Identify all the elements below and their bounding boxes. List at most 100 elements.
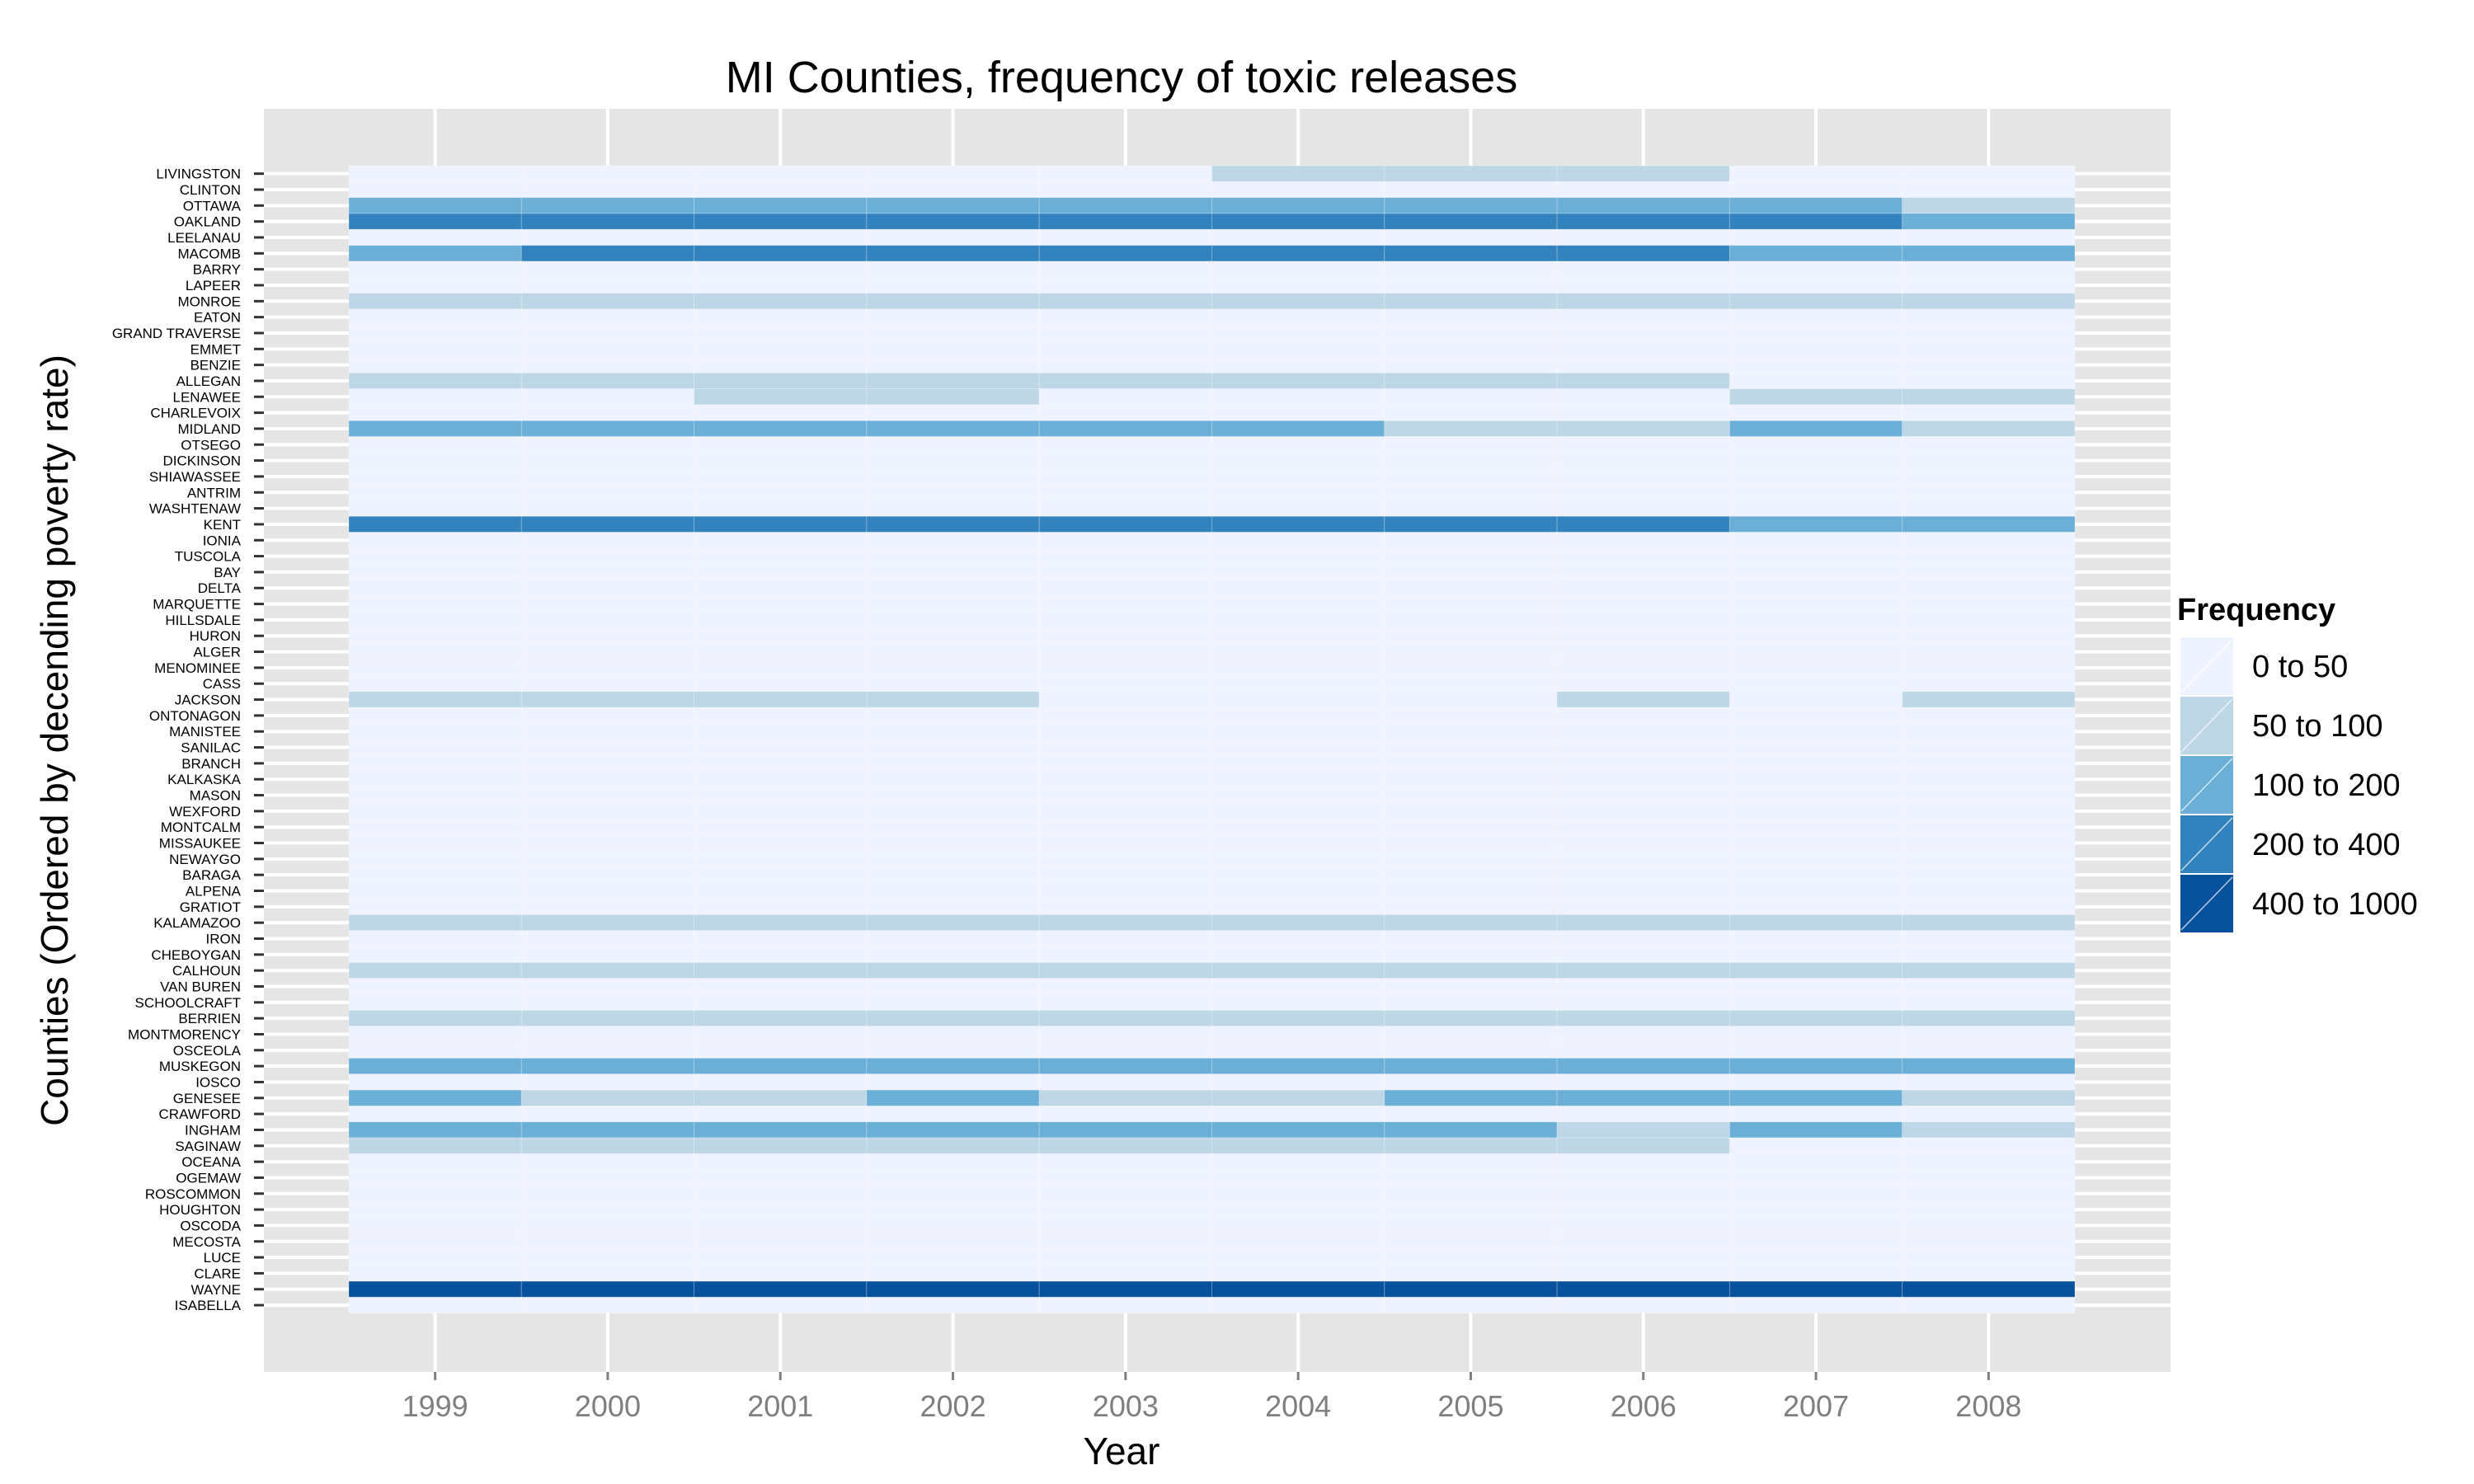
heatmap-tile bbox=[1384, 404, 1558, 421]
heatmap-tile bbox=[866, 611, 1040, 629]
heatmap-tile bbox=[520, 802, 695, 820]
x-tick-label: 2002 bbox=[920, 1389, 986, 1423]
heatmap-tile bbox=[694, 1185, 868, 1202]
heatmap-tile bbox=[1384, 197, 1558, 214]
heatmap-tile bbox=[1038, 1265, 1212, 1282]
heatmap-tile bbox=[1211, 420, 1385, 438]
legend-key-slash bbox=[2180, 817, 2233, 871]
x-tick-label: 2008 bbox=[1955, 1389, 2021, 1423]
heatmap-tile bbox=[1556, 962, 1730, 979]
y-tick-label: OTTAWA bbox=[183, 198, 242, 214]
heatmap-tile bbox=[348, 308, 522, 326]
heatmap-tile bbox=[866, 1185, 1040, 1202]
heatmap-tile bbox=[694, 611, 868, 629]
heatmap-tile bbox=[1729, 165, 1903, 182]
heatmap-tile bbox=[1038, 1073, 1212, 1091]
heatmap-tile bbox=[866, 1217, 1040, 1234]
heatmap-tile bbox=[1556, 1026, 1730, 1043]
heatmap-tile bbox=[348, 1137, 522, 1154]
y-tick-label: SAGINAW bbox=[175, 1139, 241, 1154]
heatmap-tile bbox=[348, 436, 522, 453]
heatmap-tile bbox=[866, 691, 1040, 708]
heatmap-tile bbox=[520, 978, 695, 995]
heatmap-tile bbox=[866, 547, 1040, 565]
y-tick-label: ALGER bbox=[193, 645, 241, 660]
heatmap-tile bbox=[1556, 165, 1730, 182]
heatmap-tile bbox=[348, 802, 522, 820]
heatmap-tile bbox=[520, 1248, 695, 1266]
heatmap-tile bbox=[694, 866, 868, 884]
heatmap-tile bbox=[1729, 1280, 1903, 1298]
heatmap-tile bbox=[1384, 675, 1558, 693]
heatmap-tile bbox=[520, 228, 695, 247]
heatmap-tile bbox=[694, 515, 868, 533]
legend-key-slash bbox=[2180, 758, 2233, 812]
y-tick-label: MANISTEE bbox=[169, 724, 241, 740]
legend-key bbox=[2179, 873, 2235, 934]
heatmap-tile bbox=[1729, 1217, 1903, 1234]
heatmap-tile bbox=[866, 978, 1040, 995]
heatmap-tile bbox=[348, 276, 522, 294]
heatmap-tile bbox=[1556, 436, 1730, 453]
heatmap-tile bbox=[1384, 1009, 1558, 1027]
heatmap-tile bbox=[1211, 802, 1385, 820]
heatmap-tile bbox=[866, 181, 1040, 199]
heatmap-tile bbox=[1729, 1185, 1903, 1202]
heatmap-tile bbox=[520, 882, 695, 899]
heatmap-tile bbox=[348, 707, 522, 725]
heatmap-tile bbox=[348, 1041, 522, 1059]
y-tick-label: EMMET bbox=[190, 341, 241, 357]
heatmap-tile bbox=[348, 946, 522, 964]
heatmap-tile bbox=[520, 420, 695, 438]
heatmap-tile bbox=[1038, 771, 1212, 788]
y-tick-label: ALLEGAN bbox=[176, 373, 241, 389]
heatmap-tile bbox=[694, 691, 868, 708]
heatmap-tile bbox=[348, 1169, 522, 1186]
heatmap-tile bbox=[1902, 1248, 2076, 1266]
heatmap-tile bbox=[1038, 563, 1212, 581]
heatmap-tile bbox=[1384, 213, 1558, 230]
heatmap-tile bbox=[520, 245, 695, 262]
y-tick-label: SANILAC bbox=[181, 740, 241, 756]
heatmap-tile bbox=[694, 1265, 868, 1282]
heatmap-tile bbox=[866, 834, 1040, 852]
heatmap-tile bbox=[1729, 659, 1903, 677]
heatmap-tile bbox=[520, 515, 695, 533]
heatmap-tile bbox=[1384, 276, 1558, 294]
heatmap-tile bbox=[1729, 1153, 1903, 1171]
heatmap-tile bbox=[1729, 1026, 1903, 1043]
heatmap-tile bbox=[1384, 1089, 1558, 1106]
heatmap-tile bbox=[520, 580, 695, 597]
heatmap-tile bbox=[1729, 850, 1903, 868]
heatmap-tile bbox=[1038, 580, 1212, 597]
heatmap-tile bbox=[1384, 691, 1558, 708]
heatmap-tile bbox=[1038, 1137, 1212, 1154]
heatmap-tile bbox=[1729, 515, 1903, 533]
legend-label: 100 to 200 bbox=[2252, 768, 2401, 803]
heatmap-tile bbox=[694, 819, 868, 836]
heatmap-tile bbox=[1729, 930, 1903, 947]
heatmap-tile bbox=[348, 1153, 522, 1171]
heatmap-tiles bbox=[348, 165, 2076, 1314]
heatmap-tile bbox=[1211, 611, 1385, 629]
heatmap-tile bbox=[1211, 739, 1385, 756]
heatmap-tile bbox=[1384, 340, 1558, 358]
heatmap-tile bbox=[1729, 611, 1903, 629]
heatmap-tile bbox=[1384, 882, 1558, 899]
heatmap-tile bbox=[694, 245, 868, 262]
heatmap-tile bbox=[1556, 723, 1730, 740]
heatmap-tile bbox=[1556, 1137, 1730, 1154]
y-axis-label: Counties (Ordered by decending poverty r… bbox=[33, 355, 76, 1126]
heatmap-tile bbox=[1211, 484, 1385, 501]
heatmap-tile bbox=[1902, 627, 2076, 645]
heatmap-tile bbox=[520, 1169, 695, 1186]
heatmap-tile bbox=[1038, 866, 1212, 884]
heatmap-tile bbox=[1556, 819, 1730, 836]
heatmap-tile bbox=[866, 1089, 1040, 1106]
heatmap-tile bbox=[1038, 245, 1212, 262]
heatmap-tile bbox=[694, 452, 868, 469]
heatmap-tile bbox=[348, 739, 522, 756]
heatmap-tile bbox=[1902, 563, 2076, 581]
heatmap-tile bbox=[1211, 340, 1385, 358]
y-axis: LIVINGSTONCLINTONOTTAWAOAKLANDLEELANAUMA… bbox=[112, 167, 264, 1313]
